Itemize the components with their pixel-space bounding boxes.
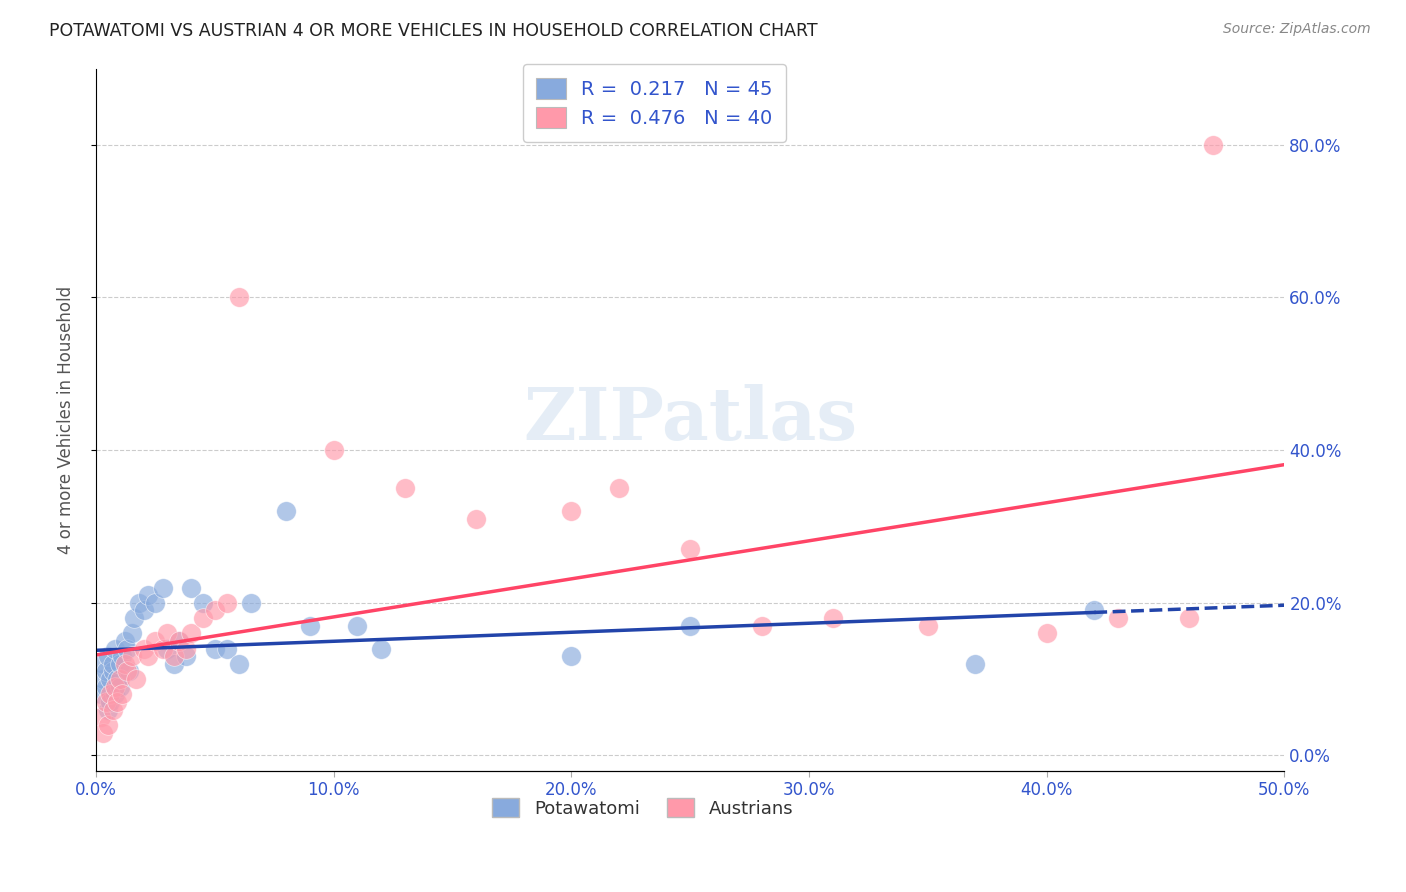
Point (115, 641, 138, 656)
Point (204, 641, 226, 656)
Point (167, 634, 190, 648)
Point (98, 672, 121, 686)
Point (145, 596, 167, 610)
Point (679, 542, 702, 557)
Point (108, 672, 131, 686)
Point (108, 680, 131, 694)
Point (128, 596, 150, 610)
Point (121, 649, 143, 664)
Point (114, 657, 136, 671)
Point (90, 710, 112, 724)
Point (94, 695, 117, 709)
Point (228, 657, 250, 671)
Point (107, 672, 129, 686)
Point (346, 618, 368, 632)
Point (98, 687, 121, 701)
Point (132, 641, 155, 656)
Point (136, 588, 159, 602)
Point (111, 687, 134, 701)
Point (180, 626, 202, 640)
Point (560, 504, 582, 518)
Point (125, 672, 148, 686)
Point (152, 641, 174, 656)
Point (1083, 603, 1105, 617)
Text: POTAWATOMI VS AUSTRIAN 4 OR MORE VEHICLES IN HOUSEHOLD CORRELATION CHART: POTAWATOMI VS AUSTRIAN 4 OR MORE VEHICLE… (49, 22, 818, 40)
Point (917, 618, 939, 632)
Point (176, 641, 198, 656)
Point (204, 603, 226, 617)
Point (1178, 611, 1201, 625)
Point (180, 581, 202, 595)
Point (156, 626, 179, 640)
Point (751, 618, 773, 632)
Point (156, 641, 179, 656)
Point (191, 596, 214, 610)
Point (1107, 611, 1129, 625)
Point (163, 649, 186, 664)
Point (94, 665, 117, 679)
Y-axis label: 4 or more Vehicles in Household: 4 or more Vehicles in Household (58, 285, 75, 554)
Point (1035, 626, 1057, 640)
Point (115, 665, 138, 679)
Point (1202, 137, 1225, 152)
Point (215, 596, 238, 610)
Text: Source: ZipAtlas.com: Source: ZipAtlas.com (1223, 22, 1371, 37)
Point (108, 657, 131, 671)
Point (821, 611, 844, 625)
Point (136, 649, 159, 664)
Point (679, 618, 702, 632)
Point (101, 665, 124, 679)
Point (97, 718, 120, 732)
Point (298, 618, 321, 632)
Point (132, 603, 155, 617)
Point (111, 649, 134, 664)
Point (465, 512, 488, 526)
Point (97, 703, 120, 717)
Point (394, 481, 416, 495)
Point (152, 581, 174, 595)
Text: ZIPatlas: ZIPatlas (523, 384, 858, 455)
Point (97, 649, 120, 664)
Point (91, 672, 114, 686)
Point (98, 695, 121, 709)
Legend: Potawatomi, Austrians: Potawatomi, Austrians (485, 791, 800, 825)
Point (101, 657, 124, 671)
Point (370, 641, 392, 656)
Point (118, 665, 141, 679)
Point (107, 695, 129, 709)
Point (91, 657, 114, 671)
Point (176, 649, 198, 664)
Point (215, 641, 238, 656)
Point (322, 443, 344, 458)
Point (145, 634, 167, 648)
Point (191, 611, 214, 625)
Point (114, 634, 136, 648)
Point (167, 634, 190, 648)
Point (607, 481, 630, 495)
Point (276, 504, 298, 518)
Point (104, 687, 127, 701)
Point (104, 680, 127, 694)
Point (228, 291, 250, 305)
Point (121, 626, 143, 640)
Point (90, 687, 112, 701)
Point (965, 657, 987, 671)
Point (122, 611, 145, 625)
Point (163, 657, 186, 671)
Point (91, 725, 114, 739)
Point (239, 596, 262, 610)
Point (104, 641, 127, 656)
Point (560, 649, 582, 664)
Point (94, 680, 117, 694)
Point (101, 703, 124, 717)
